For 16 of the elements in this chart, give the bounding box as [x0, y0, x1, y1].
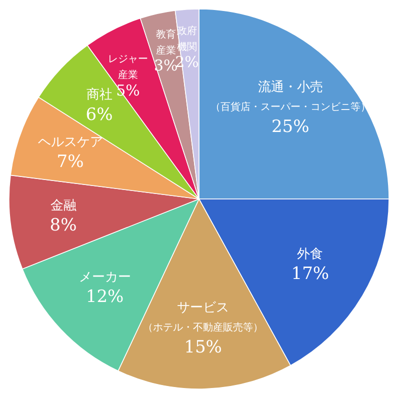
data-label: 17%	[291, 264, 330, 284]
data-label: 6%	[86, 104, 113, 125]
data-label: 12%	[86, 286, 124, 307]
slice-label: 商社	[86, 88, 112, 103]
slice-label: レジャー産業	[108, 54, 148, 82]
slice-label: 教育産業	[156, 28, 176, 56]
data-label: 7%	[56, 152, 84, 172]
slice-label: 流通・小売（百貨店・スーパー・コンビニ等）	[210, 79, 370, 114]
slice-label: ヘルスケア	[38, 135, 103, 150]
data-label: 15%	[184, 338, 222, 358]
slice-label: 外食	[297, 247, 324, 262]
data-label: 25%	[271, 117, 310, 138]
data-label: 8%	[50, 216, 77, 236]
slice-label: サービス（ホテル・不動産販売等）	[143, 300, 264, 334]
slice-label: 金融	[50, 198, 76, 214]
slice-label: メーカー	[78, 270, 131, 285]
